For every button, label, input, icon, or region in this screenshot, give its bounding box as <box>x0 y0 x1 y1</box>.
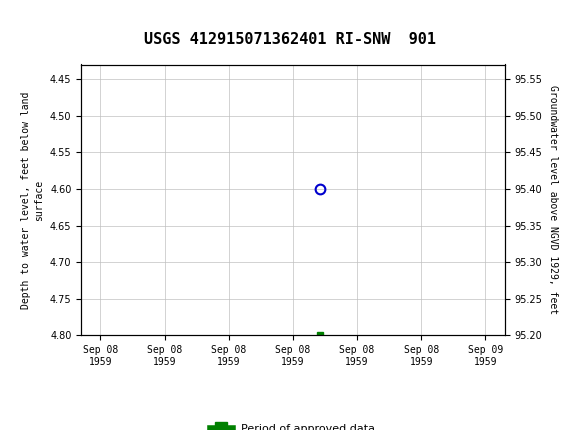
Legend: Period of approved data: Period of approved data <box>206 419 380 430</box>
Text: USGS: USGS <box>70 12 123 33</box>
Text: USGS 412915071362401 RI-SNW  901: USGS 412915071362401 RI-SNW 901 <box>144 32 436 47</box>
Y-axis label: Groundwater level above NGVD 1929, feet: Groundwater level above NGVD 1929, feet <box>548 86 558 314</box>
Y-axis label: Depth to water level, feet below land
surface: Depth to water level, feet below land su… <box>21 91 44 309</box>
